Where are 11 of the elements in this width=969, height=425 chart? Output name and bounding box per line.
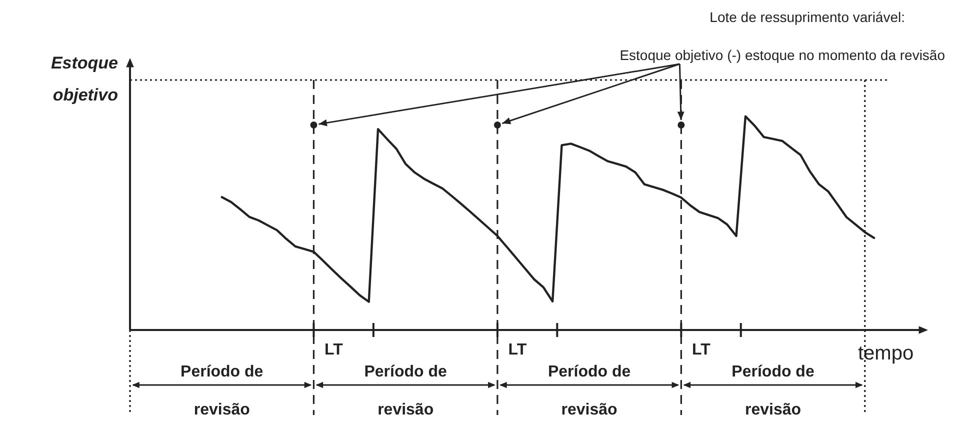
text: Lote de ressuprimento variável: bbox=[710, 8, 905, 25]
text: Período de revisão bbox=[548, 363, 631, 418]
text: Estoque objetivo (-) estoque no momento da revisão bbox=[620, 46, 946, 63]
ref-line-label: Estoque objetivo bbox=[50, 54, 118, 105]
text: LT bbox=[692, 341, 711, 358]
x-axis-title: tempo bbox=[858, 342, 914, 365]
text: Período de revisão bbox=[180, 363, 264, 418]
text: Período de revisão bbox=[732, 363, 814, 418]
text: Período de revisão bbox=[364, 363, 447, 418]
text: LT bbox=[508, 341, 527, 358]
text: LT bbox=[324, 341, 344, 358]
